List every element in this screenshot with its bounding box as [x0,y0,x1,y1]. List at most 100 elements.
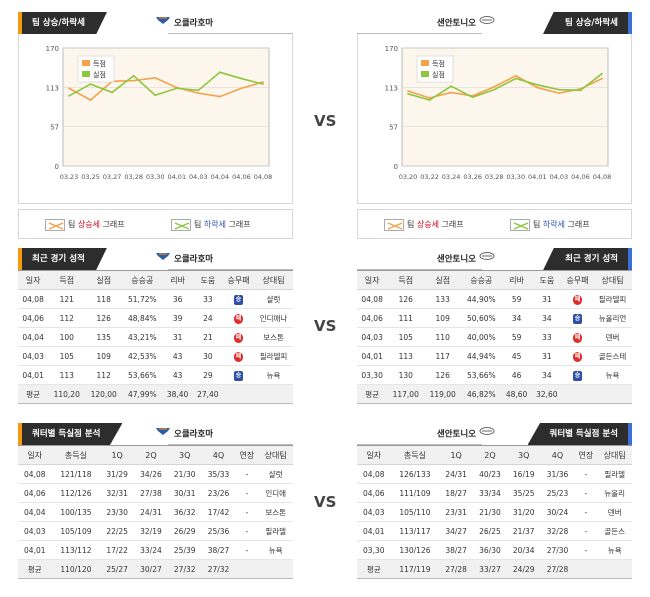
table-cell: 04,08 [18,289,49,309]
data-point [197,92,200,95]
x-tick-label: 03,25 [81,173,100,181]
column-header: 도움 [531,270,562,290]
table-cell: 04,04 [18,327,49,347]
thunder-logo-icon [155,423,171,445]
table-cell: 35/33 [201,464,236,484]
column-header: 3Q [167,445,202,465]
table-cell: 113/112 [51,540,101,560]
x-tick-label: 03,20 [399,173,418,181]
column-header: 2Q [473,445,507,465]
table-cell: 35/25 [506,483,541,503]
table-cell: 109 [85,346,123,366]
y-tick-label: 113 [385,85,398,93]
data-point [428,97,431,99]
column-header: 상대팀 [258,445,293,465]
table-cell: 105 [387,327,425,347]
y-tick-label: 113 [46,85,59,93]
up-graph-legend[interactable]: 팀 상승세 그래프 [45,218,125,232]
average-cell: 25/27 [100,559,135,579]
table-cell: 04,01 [357,346,388,366]
x-tick-label: 03,28 [124,173,143,181]
table-cell: 111/109 [390,483,440,503]
table-cell: 126/133 [390,464,440,484]
column-header: 득점 [387,270,425,290]
vs-label-1: VS [314,112,337,130]
table-row: 04,08 121 118 51,72% 36 33 승 샬럿 [18,289,293,309]
data-point [132,74,135,77]
table-cell: 04,01 [18,540,52,560]
up-graph-legend[interactable]: 팀 상승세 그래프 [384,218,464,232]
average-cell [597,559,632,579]
table-cell: 22/25 [100,521,135,541]
table-cell: 43,21% [122,327,163,347]
x-tick-label: 03,23 [60,173,79,181]
table-cell: 50,60% [461,308,502,328]
average-cell [593,384,632,404]
table-cell: 보스톤 [258,502,293,522]
table-cell: 뉴욕 [254,365,293,385]
table-cell: 135 [85,327,123,347]
column-header: 4Q [540,445,575,465]
table-row: 04,01 113/117 34/27 26/25 21/37 32/28- 골든스 [357,521,632,541]
table-cell: 31 [162,327,193,347]
table-row: 04,03 105 110 40,00% 59 33 패 덴버 [357,327,632,347]
y-tick-label: 57 [389,123,398,131]
result-cell: 승 [561,308,594,328]
average-row: 평균 110,20 120,00 47,99% 38,40 27,40 [18,384,293,404]
legend-label: 득점 [432,60,445,68]
data-point [514,77,517,80]
table-cell: 100 [48,327,86,347]
left-recent-title: 최근 경기 성적 [18,248,107,270]
table-cell: 44,94% [461,346,502,366]
table-cell: 필라델 [258,521,293,541]
table-cell: 30 [192,346,223,366]
average-cell: 48,60 [501,384,532,404]
table-cell: 45 [501,346,532,366]
table-cell: 샬럿 [258,464,293,484]
column-header: 연장 [574,445,598,465]
average-row: 평균 110/120 25/27 30/27 27/32 27/32 [18,559,293,579]
table-row: 04,06 111/109 18/27 33/34 35/25 25/23- 뉴올리 [357,483,632,503]
table-cell: 113 [48,365,86,385]
table-cell: 105/110 [390,502,440,522]
x-tick-label: 04,01 [167,173,186,181]
right-trend-chart: 170 113 57 0 03,20 03,22 03,24 03,26 03,28 03,30 0… [357,34,632,204]
table-cell: - [574,521,598,541]
table-cell: 31 [531,346,562,366]
data-point [407,90,409,92]
table-cell: 126 [85,308,123,328]
spurs-logo-icon [479,12,495,34]
table-cell: 113/117 [390,521,440,541]
spurs-logo-icon [479,423,495,445]
result-cell: 승 [222,289,255,309]
table-cell: 뉴욕 [593,365,632,385]
table-cell: 42,53% [122,346,163,366]
table-cell: 16/19 [506,464,541,484]
table-cell: 17/42 [201,502,236,522]
table-cell: 34 [531,365,562,385]
y-tick-label: 57 [50,123,59,131]
table-cell: 34 [501,308,532,328]
table-cell: 112/126 [51,483,101,503]
column-header: 승승공 [461,270,502,290]
table-cell: 112 [85,365,123,385]
down-graph-legend[interactable]: 팀 하락세 그래프 [171,218,251,232]
series-line-실점 [68,71,264,97]
table-cell: 04,01 [18,365,49,385]
down-graph-legend[interactable]: 팀 하락세 그래프 [510,218,590,232]
data-point [601,72,603,75]
data-point [428,99,431,101]
left-trend-chart: 170 113 57 0 03,23 03,25 03,27 03,28 03,30 04,01 0… [18,34,293,204]
average-cell: 30/27 [134,559,168,579]
data-point [132,79,135,82]
column-header: 1Q [439,445,474,465]
result-badge: 패 [573,351,583,362]
table-cell: 126 [424,365,462,385]
table-row: 04,03 105/110 23/31 21/30 31/20 30/24- 덴버 [357,502,632,522]
table-row: 04,08 121/118 31/29 34/26 21/30 35/33- 샬럿 [18,464,293,484]
table-cell: 덴버 [597,502,632,522]
average-cell: 24/29 [506,559,541,579]
table-cell: 38/27 [201,540,236,560]
table-cell: 121/118 [51,464,101,484]
table-row: 04,01 113 117 44,94% 45 31 패 골든스테 [357,346,632,366]
